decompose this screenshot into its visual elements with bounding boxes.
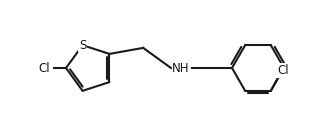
- Text: S: S: [79, 39, 86, 52]
- Text: NH: NH: [172, 62, 190, 74]
- Text: Cl: Cl: [277, 64, 289, 77]
- Text: Cl: Cl: [38, 62, 50, 74]
